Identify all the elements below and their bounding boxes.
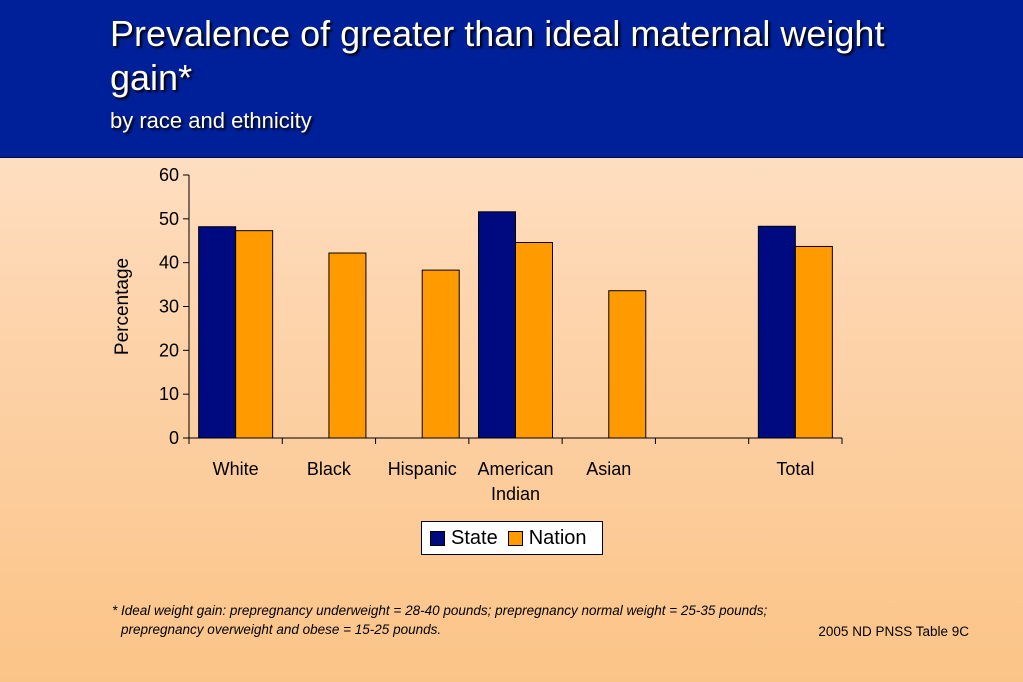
bar-state-0 (198, 226, 237, 439)
legend-swatch-nation (507, 530, 523, 546)
y-tick-label: 10 (159, 384, 179, 404)
category-label: Indian (491, 484, 540, 504)
bar-state-3 (478, 211, 516, 439)
footnote: * Ideal weight gain: prepregnancy underw… (112, 601, 872, 639)
bar-nation-6 (794, 245, 833, 439)
slide-title: Prevalence of greater than ideal materna… (110, 13, 885, 98)
bar-nation-1 (328, 252, 367, 439)
y-axis-title: Percentage (112, 258, 133, 355)
chart-legend: State Nation (421, 521, 603, 555)
legend-swatch-state (430, 530, 445, 546)
bar-state-6 (757, 225, 796, 439)
category-label: Asian (586, 459, 631, 479)
legend-label-nation: Nation (528, 526, 587, 549)
category-label: Black (307, 459, 352, 479)
footnote-line-2: prepregnancy overweight and obese = 15-2… (121, 622, 442, 637)
y-tick-label: 50 (159, 209, 179, 229)
title-banner: Prevalence of greater than ideal materna… (0, 0, 1023, 158)
slide-subtitle: by race and ethnicity (110, 108, 312, 133)
bar-nation-0 (235, 230, 274, 439)
y-tick-label: 60 (159, 165, 179, 185)
legend-item-nation: Nation (507, 526, 587, 550)
legend-item-state: State (430, 527, 498, 550)
bar-nation-3 (515, 242, 553, 439)
y-tick-label: 0 (169, 428, 179, 448)
y-tick-label: 40 (159, 253, 179, 273)
y-tick-label: 30 (159, 297, 179, 317)
category-label: American (477, 459, 553, 479)
category-label: White (213, 459, 259, 479)
y-tick-label: 20 (159, 340, 179, 360)
category-label: Total (776, 459, 814, 479)
footnote-line-1: * Ideal weight gain: prepregnancy underw… (112, 603, 768, 618)
bar-nation-2 (421, 269, 460, 439)
category-label: Hispanic (388, 459, 457, 479)
legend-label-state: State (451, 526, 498, 549)
source-note: 2005 ND PNSS Table 9C (818, 624, 969, 639)
bar-nation-4 (608, 290, 647, 439)
